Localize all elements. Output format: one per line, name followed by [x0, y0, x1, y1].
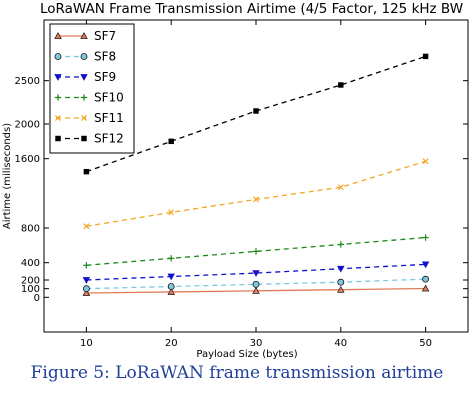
square-marker [81, 135, 87, 142]
square-marker [422, 53, 429, 60]
triangle-down-marker [421, 261, 430, 269]
triangle-down-marker [252, 270, 260, 277]
x-tick-label: 20 [165, 338, 178, 349]
y-axis-label: Airtime (miliseconds) [2, 123, 13, 229]
triangle-up-marker [54, 32, 62, 39]
series-sf8 [83, 275, 429, 293]
series-sf12 [83, 53, 429, 175]
series-line [86, 55, 426, 173]
series-sf11 [83, 158, 429, 230]
x-marker [83, 223, 90, 230]
plus-marker [83, 262, 90, 269]
y-tick-label: 800 [21, 224, 40, 235]
square-marker [83, 168, 90, 175]
figure-caption: Figure 5: LoRaWAN frame transmission air… [30, 363, 444, 383]
plus-marker [54, 94, 62, 101]
triangle-down-marker [80, 74, 88, 81]
x-marker-b [337, 184, 344, 191]
x-marker [422, 158, 429, 165]
x-marker [168, 209, 175, 216]
chart-title: LoRaWAN Frame Transmission Airtime (4/5 … [40, 1, 463, 17]
x-marker-b [253, 196, 259, 203]
legend-label: SF9 [94, 70, 116, 84]
series-sf10 [83, 234, 429, 269]
x-tick-label: 50 [419, 338, 432, 349]
triangle-up-marker [421, 284, 430, 292]
x-marker-b [422, 158, 429, 165]
triangle-up-marker [167, 288, 175, 295]
x-marker-b [55, 115, 61, 121]
series-sf9 [82, 261, 430, 284]
circle-marker [422, 275, 429, 283]
circle-marker [337, 278, 345, 286]
plus-marker [252, 248, 260, 255]
triangle-down-marker [54, 74, 62, 81]
circle-marker [83, 285, 90, 293]
square-marker [253, 108, 259, 114]
legend-label: SF10 [94, 91, 124, 105]
series-line [86, 278, 426, 290]
x-marker [253, 196, 259, 203]
y-tick-label: 1600 [15, 154, 40, 165]
y-tick-label: 100 [21, 284, 40, 295]
legend-label: SF8 [94, 50, 116, 64]
x-marker [337, 184, 344, 191]
plus-marker [168, 255, 175, 262]
series-line [86, 236, 426, 266]
triangle-up-marker [252, 287, 260, 294]
y-tick-label: 200 [21, 276, 40, 287]
legend: SF7 SF8 SF9 SF10 SF11 SF12 [49, 23, 135, 154]
square-marker [338, 82, 344, 88]
y-tick-label: 400 [21, 258, 40, 269]
triangle-up-marker [337, 285, 345, 293]
circle-marker [167, 283, 175, 290]
triangle-up-marker [82, 289, 91, 296]
series-line [86, 263, 426, 281]
legend-box [49, 23, 135, 154]
legend-label: SF7 [94, 29, 116, 43]
x-tick-label: 40 [334, 338, 347, 349]
x-marker-b [83, 223, 90, 230]
triangle-down-marker [167, 273, 175, 281]
triangle-up-marker [80, 32, 88, 39]
y-tick-label: 2500 [15, 76, 40, 87]
y-tick-label: 0 [34, 293, 40, 304]
circle-marker [54, 53, 62, 60]
x-tick-label: 30 [250, 338, 263, 349]
legend-label: SF11 [94, 111, 124, 125]
triangle-down-marker [337, 265, 345, 273]
y-tick-label: 2000 [15, 120, 40, 131]
series-line [86, 160, 426, 227]
legend-label: SF12 [94, 132, 124, 146]
x-tick-label: 10 [80, 338, 93, 349]
x-marker-b [81, 115, 87, 121]
series-sf7 [82, 284, 430, 296]
plus-marker [80, 94, 88, 101]
square-marker [168, 138, 174, 145]
data-series [82, 53, 430, 296]
circle-marker [252, 280, 260, 288]
triangle-down-marker [82, 277, 91, 284]
square-marker [55, 135, 61, 142]
x-marker [81, 115, 87, 121]
x-marker [55, 115, 61, 121]
plus-marker [337, 241, 344, 248]
x-marker-b [168, 209, 175, 216]
circle-marker [80, 53, 88, 60]
x-axis-label: Payload Size (bytes) [196, 349, 297, 360]
plus-marker [422, 234, 429, 241]
